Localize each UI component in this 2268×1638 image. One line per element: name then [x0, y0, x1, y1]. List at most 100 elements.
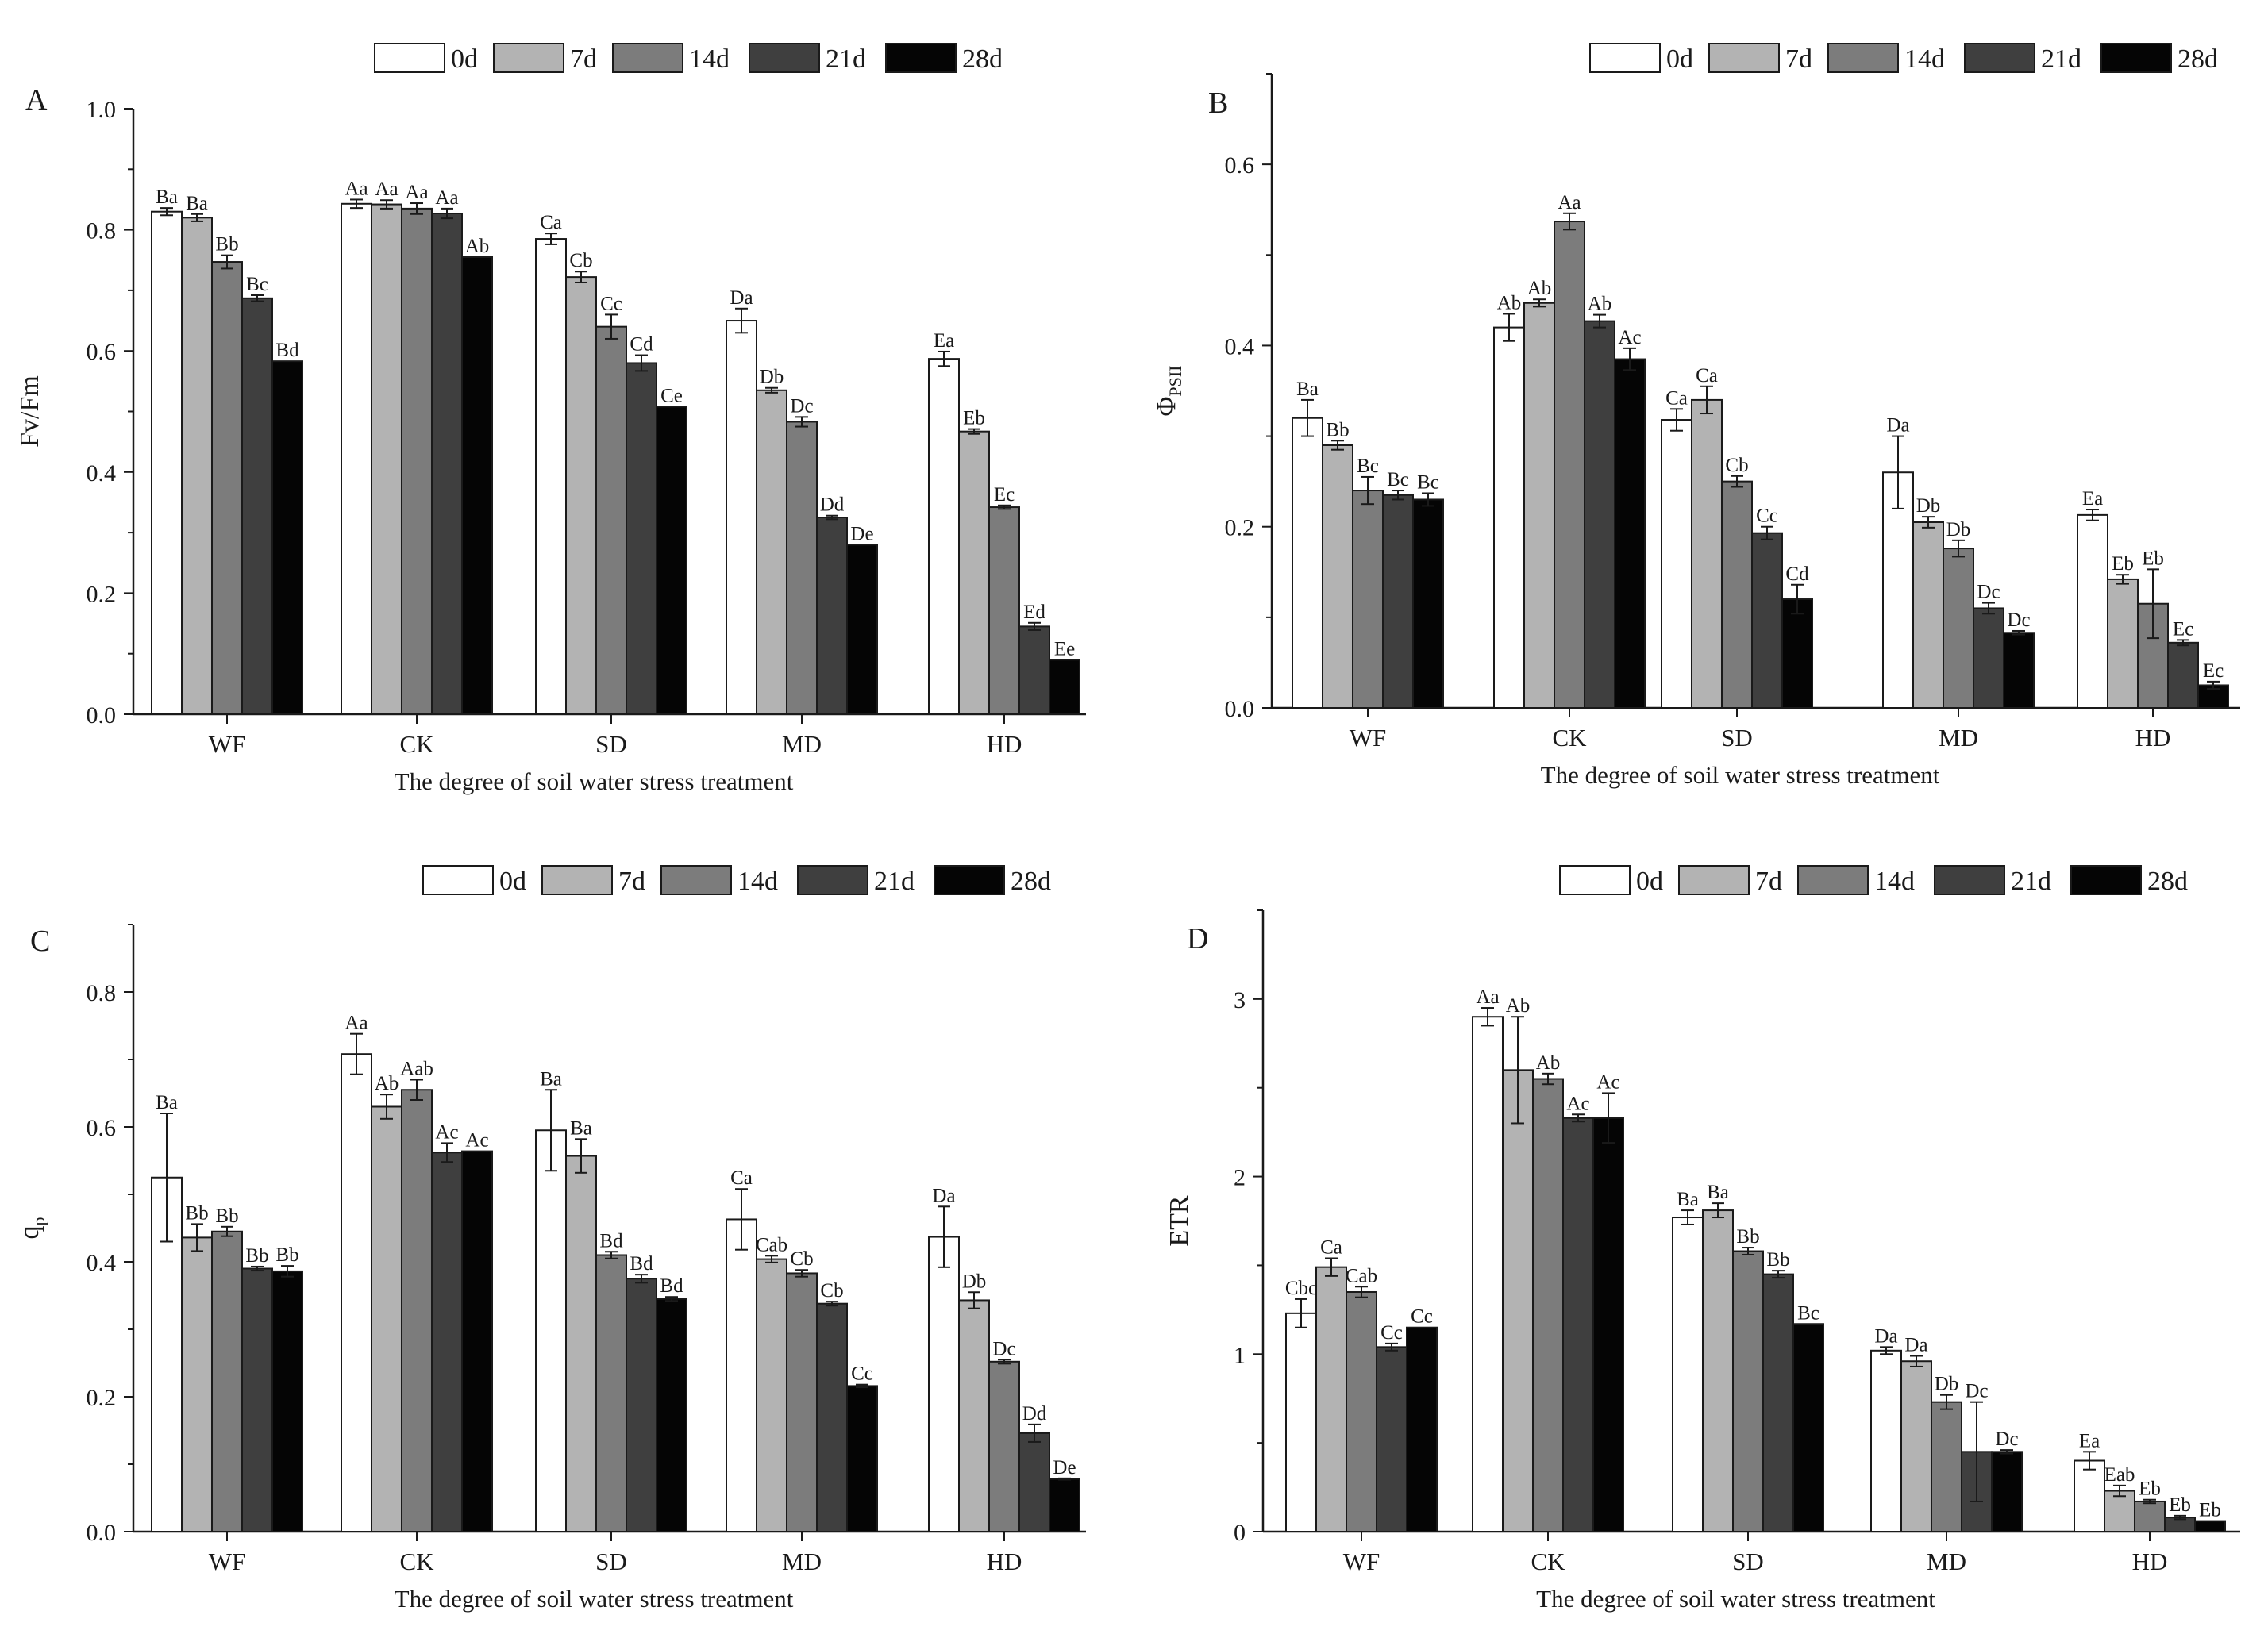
- legend-swatch-7d: [1678, 865, 1750, 895]
- bar-0d-wf: [1285, 1312, 1317, 1532]
- x-tick-label: CK: [1531, 1548, 1565, 1575]
- bar-7d-sd: [1691, 398, 1723, 709]
- bar-14d-md: [786, 421, 818, 715]
- bar-7d-md: [1912, 521, 1944, 709]
- y-tick-label: 0.2: [1225, 515, 1255, 541]
- significance-label: Cab: [1346, 1265, 1377, 1286]
- significance-label: Cb: [790, 1248, 813, 1270]
- significance-label: Aa: [1476, 986, 1499, 1008]
- significance-label: Ec: [2203, 660, 2224, 682]
- significance-label: Aa: [345, 178, 368, 199]
- bar-21d-hd: [1018, 625, 1050, 715]
- y-axis-label: ETR: [1165, 1195, 1194, 1247]
- significance-label: Ba: [156, 186, 178, 208]
- significance-label: Aab: [400, 1059, 433, 1080]
- legend-swatch-21d: [797, 865, 868, 895]
- significance-label: Ac: [435, 1121, 458, 1143]
- significance-label: Da: [932, 1185, 955, 1206]
- significance-label: Db: [760, 367, 784, 388]
- significance-label: Ea: [934, 330, 954, 352]
- y-tick-label: 0.0: [87, 1520, 117, 1546]
- y-axis-label: Fv/Fm: [15, 375, 44, 448]
- bar-7d-wf: [1322, 444, 1353, 709]
- legend-label-28d: 28d: [1011, 867, 1051, 896]
- significance-label: Bb: [215, 1205, 238, 1227]
- significance-label: De: [1053, 1457, 1076, 1478]
- x-tick-label: HD: [2132, 1548, 2168, 1575]
- bar-28d-md: [1991, 1451, 2023, 1533]
- bar-28d-hd: [2194, 1520, 2226, 1533]
- significance-label: Db: [962, 1271, 987, 1292]
- panel-letter: C: [30, 925, 50, 958]
- bar-21d-hd: [2167, 641, 2199, 709]
- legend-label-21d: 21d: [826, 44, 866, 74]
- significance-label: Db: [1916, 495, 1941, 517]
- bar-7d-wf: [1315, 1266, 1347, 1533]
- significance-label: Ee: [1054, 638, 1075, 659]
- legend-swatch-21d: [1934, 865, 2005, 895]
- bar-7d-md: [756, 1258, 787, 1532]
- legend-label-7d: 7d: [1785, 44, 1812, 74]
- legend-label-28d: 28d: [2178, 44, 2218, 74]
- legend-label-21d: 21d: [2041, 44, 2081, 74]
- bar-14d-sd: [595, 1254, 627, 1532]
- category-group-wf: WF Ba Ba Bb Bc Bd: [151, 186, 303, 758]
- significance-label: Bb: [185, 1202, 208, 1224]
- significance-label: Dc: [2007, 609, 2030, 631]
- significance-label: De: [850, 523, 873, 544]
- significance-label: Cc: [600, 293, 622, 314]
- x-tick-label: SD: [1721, 724, 1753, 752]
- legend-label-28d: 28d: [962, 44, 1003, 74]
- legend-swatch-0d: [1559, 865, 1631, 895]
- bar-0d-md: [726, 1218, 757, 1532]
- significance-label: Bd: [275, 340, 299, 361]
- bar-14d-hd: [988, 506, 1020, 716]
- bar-21d-sd: [1762, 1273, 1794, 1532]
- y-tick-label: 0.2: [87, 1385, 117, 1411]
- panel-letter: A: [25, 83, 48, 117]
- bar-14d-wf: [1346, 1290, 1377, 1532]
- x-axis-title: The degree of soil water stress treatmen…: [395, 1585, 794, 1613]
- legend-label-21d: 21d: [2011, 867, 2051, 896]
- legend-swatch-7d: [541, 865, 613, 895]
- y-tick-label: 1: [1234, 1342, 1246, 1368]
- significance-label: Bc: [1357, 456, 1379, 477]
- bar-21d-wf: [1382, 494, 1414, 709]
- x-tick-label: SD: [595, 1548, 627, 1575]
- significance-label: Eb: [963, 408, 985, 429]
- significance-label: Ec: [994, 484, 1015, 506]
- bar-0d-md: [726, 320, 757, 715]
- significance-label: Dd: [1022, 1403, 1047, 1425]
- y-tick-label: 0.0: [87, 702, 117, 729]
- bar-28d-sd: [1781, 598, 1813, 709]
- bar-28d-sd: [1792, 1323, 1824, 1532]
- significance-label: Ca: [1696, 365, 1718, 386]
- significance-label: Da: [1874, 1325, 1897, 1347]
- category-group-wf: WF Ba Bb Bb Bb Bb: [151, 1092, 303, 1575]
- legend-label-0d: 0d: [499, 867, 526, 896]
- x-tick-label: WF: [209, 730, 246, 758]
- x-axis-title: The degree of soil water stress treatmen…: [1541, 761, 1940, 789]
- x-tick-label: MD: [1927, 1548, 1966, 1575]
- bar-21d-wf: [241, 1267, 273, 1532]
- legend: 0d 7d 14d 21d 28d: [422, 865, 1051, 896]
- legend: 0d 7d 14d 21d 28d: [1589, 43, 2218, 74]
- significance-label: Ab: [1527, 278, 1552, 299]
- significance-label: Cc: [851, 1363, 873, 1385]
- significance-label: Dc: [1977, 582, 2000, 603]
- significance-label: Bb: [215, 234, 238, 256]
- panel-letter: D: [1187, 922, 1208, 956]
- x-tick-label: MD: [782, 730, 822, 758]
- significance-label: Da: [1904, 1335, 1927, 1356]
- significance-label: Bd: [630, 1253, 653, 1275]
- bar-21d-ck: [1584, 320, 1615, 709]
- y-tick-label: 0.2: [87, 581, 117, 607]
- y-tick-label: 0.6: [87, 1115, 117, 1141]
- significance-label: Cc: [1380, 1322, 1403, 1344]
- legend-swatch-21d: [1964, 43, 2035, 73]
